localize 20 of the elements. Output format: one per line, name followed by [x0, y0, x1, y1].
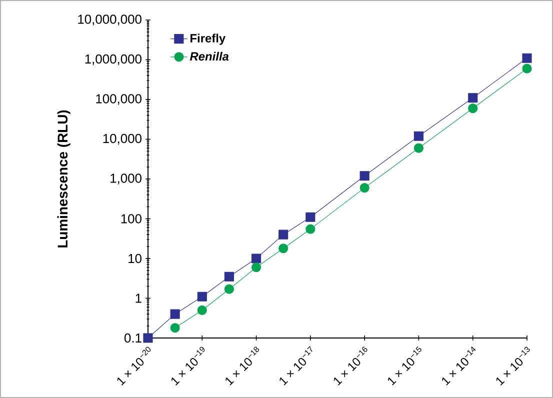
y-tick-label: 1,000,000 — [85, 54, 142, 66]
y-tick-label: 1 — [136, 294, 142, 303]
x-tick-label: 1 × 10$^{−16}$ — [334, 346, 368, 386]
legend-label: Renilla — [190, 52, 229, 61]
y-tick-label: 10,000,000 — [78, 14, 142, 26]
x-tick-label: 1 × 10$^{−13}$ — [496, 346, 530, 386]
y-tick-label: 1,000 — [110, 174, 142, 184]
y-tick-label: 0.1 — [124, 333, 142, 343]
legend-label: Firefly — [190, 34, 226, 45]
x-tick-label: 1 × 10$^{−19}$ — [171, 346, 205, 386]
x-tick-label: 1 × 10$^{−18}$ — [226, 346, 260, 386]
y-tick-label: 10,000 — [103, 134, 142, 145]
y-tick-label: 10 — [128, 254, 142, 264]
x-tick-label: 1 × 10$^{−17}$ — [280, 346, 312, 386]
y-axis-title: Luminescence (RLU) — [57, 110, 70, 248]
x-tick-label: 1 × 10$^{−14}$ — [442, 346, 476, 386]
y-tick-label: 100,000 — [96, 94, 142, 105]
x-tick-label: 1 × 10$^{−20}$ — [117, 346, 151, 386]
y-tick-label: 100 — [121, 214, 142, 224]
x-tick-label: 1 × 10$^{−15}$ — [388, 346, 422, 386]
